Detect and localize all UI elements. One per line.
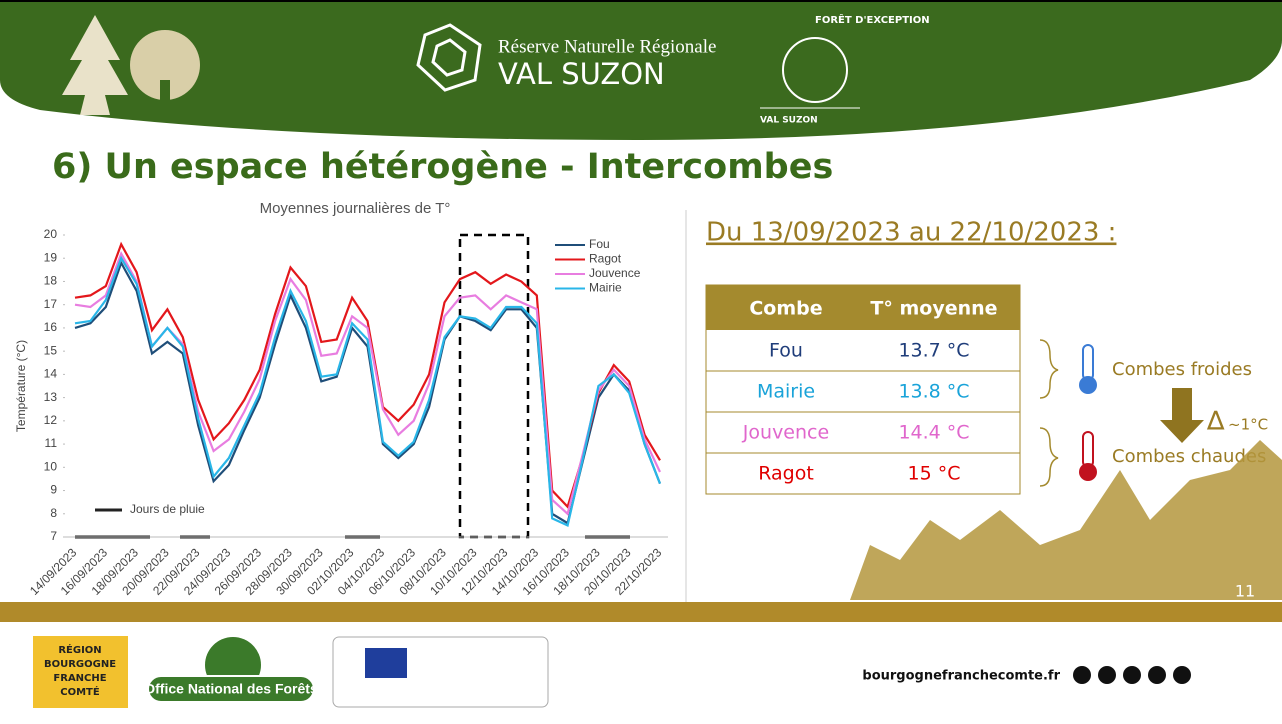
page: {"header": {"reserve_label": "Réserve Na… <box>0 0 1282 720</box>
legend-label: Jouvence <box>589 266 641 280</box>
bottom-band <box>0 602 1282 622</box>
slide: Réserve Naturelle Régionale VAL SUZON FO… <box>0 0 1282 720</box>
onf-label: Office National des Forêts <box>144 681 318 697</box>
region-word: BOURGOGNE <box>44 659 116 670</box>
arrow-down <box>1160 388 1204 443</box>
eu-flag <box>365 648 407 678</box>
series-line <box>75 244 660 507</box>
period: Du 13/09/2023 au 22/10/2023 : <box>706 218 1116 248</box>
y-tick-label: 15 <box>44 343 58 357</box>
y-tick-label: 17 <box>44 297 58 311</box>
reserve-label: Réserve Naturelle Régionale <box>498 36 716 57</box>
table-cell: 14.4 °C <box>898 422 969 444</box>
series-line <box>75 258 660 525</box>
region-word: COMTÉ <box>60 685 100 698</box>
table-cell: Jouvence <box>742 422 829 444</box>
table-cell: Fou <box>769 340 803 362</box>
y-tick-label: 9 <box>50 483 57 497</box>
slide-title: 6) Un espace hétérogène - Intercombes <box>52 147 833 187</box>
rain-legend-label: Jours de pluie <box>130 502 205 516</box>
page-number: 11 <box>1235 582 1255 601</box>
social-icons <box>1073 666 1191 684</box>
series-line <box>75 254 660 514</box>
braces <box>1040 340 1058 486</box>
y-axis-label: Température (°C) <box>14 340 28 432</box>
note-cold: Combes froides <box>1112 359 1252 380</box>
region-word: FRANCHE <box>53 673 106 684</box>
legend-label: Mairie <box>589 281 622 295</box>
region-word: RÉGION <box>58 643 101 656</box>
table-header-cell: T° moyenne <box>870 298 997 320</box>
y-tick-label: 18 <box>44 274 58 288</box>
y-tick-label: 14 <box>44 367 58 381</box>
table-cell: 15 °C <box>908 463 961 485</box>
y-tick-label: 11 <box>45 436 58 450</box>
legend-label: Fou <box>589 237 610 251</box>
delta-value: ~1°C <box>1228 416 1268 434</box>
table-cell: 13.7 °C <box>898 340 969 362</box>
thermometer-cold <box>1079 345 1097 394</box>
y-tick-label: 10 <box>44 459 58 473</box>
y-tick-label: 19 <box>44 250 58 264</box>
table-cell: 13.8 °C <box>898 381 969 403</box>
website: bourgognefranchecomte.fr <box>862 669 1060 684</box>
foret-label: FORÊT D'EXCEPTION <box>815 13 930 26</box>
delta: ∆ <box>1206 407 1225 437</box>
thermometer-warm <box>1079 432 1097 481</box>
table-cell: Ragot <box>758 463 814 485</box>
table-cell: Mairie <box>757 381 815 403</box>
y-tick-label: 20 <box>44 227 58 241</box>
series-line <box>75 263 660 523</box>
y-tick-label: 16 <box>44 320 58 334</box>
reserve-name: VAL SUZON <box>498 57 665 91</box>
chart-title: Moyennes journalières de T° <box>260 200 451 217</box>
table-header-cell: Combe <box>749 298 822 320</box>
legend-label: Ragot <box>589 252 622 266</box>
y-tick-label: 12 <box>44 413 58 427</box>
y-tick-label: 8 <box>50 506 57 520</box>
y-tick-label: 7 <box>50 529 57 543</box>
foret-name: VAL SUZON <box>760 116 818 126</box>
y-tick-label: 13 <box>44 390 58 404</box>
